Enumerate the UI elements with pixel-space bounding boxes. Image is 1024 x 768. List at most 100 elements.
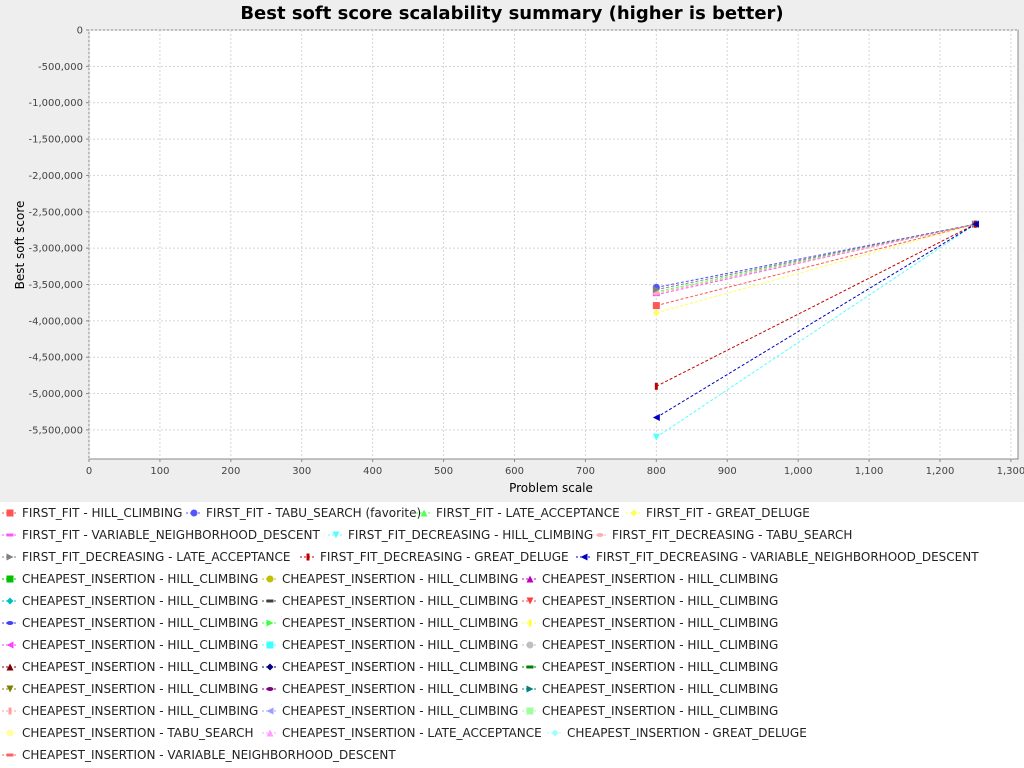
y-tick-label: -2,000,000 [28,171,83,182]
legend-swatch-marker [551,729,559,737]
legend-item: CHEAPEST_INSERTION - HILL_CLIMBING [520,634,778,656]
legend-item: CHEAPEST_INSERTION - GREAT_DELUGE [545,722,807,744]
legend-label: FIRST_FIT_DECREASING - GREAT_DELUGE [320,550,569,564]
series-lines [652,220,979,441]
legend-swatch-marker [266,729,274,737]
legend-row: FIRST_FIT - VARIABLE_NEIGHBORHOOD_DESCEN… [0,524,1024,546]
legend-swatch [262,663,278,671]
y-tick-label: -500,000 [38,62,83,73]
legend-item: CHEAPEST_INSERTION - HILL_CLIMBING [520,612,778,634]
legend-item: CHEAPEST_INSERTION - HILL_CLIMBING [520,590,778,612]
legend-row: CHEAPEST_INSERTION - HILL_CLIMBING CHEAPE… [0,634,1024,656]
x-tick-label: 600 [505,466,524,477]
legend-label: CHEAPEST_INSERTION - HILL_CLIMBING [542,572,779,586]
x-tick-label: 700 [576,466,595,477]
legend-swatch [262,599,278,603]
legend-label: FIRST_FIT_DECREASING - LATE_ACCEPTANCE [22,550,291,564]
legend-swatch-marker [526,665,534,669]
x-axis-label: Problem scale [509,481,593,495]
y-tick-label: -4,500,000 [28,353,83,364]
legend-swatch-marker [580,553,588,561]
y-tick-label: 0 [77,26,83,37]
x-tick-label: 500 [434,466,453,477]
series-line [656,223,976,438]
legend-row: CHEAPEST_INSERTION - HILL_CLIMBING CHEAPE… [0,612,1024,634]
legend-label: FIRST_FIT - TABU_SEARCH (favorite) [206,506,422,520]
legend-label: CHEAPEST_INSERTION - VARIABLE_NEIGHBORHO… [22,748,396,762]
legend-label: FIRST_FIT - LATE_ACCEPTANCE [436,506,620,520]
legend-swatch [186,509,202,517]
x-tick-label: 200 [221,466,240,477]
legend-row: CHEAPEST_INSERTION - HILL_CLIMBING CHEAPE… [0,678,1024,700]
legend-item: FIRST_FIT_DECREASING - HILL_CLIMBING [326,524,593,546]
legend-item: CHEAPEST_INSERTION - HILL_CLIMBING [520,656,778,678]
x-axis-ticks: 0 100 200 300 400 500 600 700 800 900 1,000 1,100 1,… [86,459,1024,477]
legend-swatch [522,575,538,583]
legend-label: FIRST_FIT - VARIABLE_NEIGHBORHOOD_DESCEN… [22,528,320,542]
x-tick-label: 300 [292,466,311,477]
legend-row: CHEAPEST_INSERTION - HILL_CLIMBING CHEAPE… [0,656,1024,678]
legend-swatch-marker [6,641,14,649]
legend-label: CHEAPEST_INSERTION - HILL_CLIMBING [282,594,519,608]
legend-label: CHEAPEST_INSERTION - LATE_ACCEPTANCE [282,726,542,740]
legend-item: CHEAPEST_INSERTION - HILL_CLIMBING [0,700,258,722]
legend-swatch [2,663,18,671]
legend-swatch-marker [6,729,14,737]
legend-swatch-marker [266,687,274,691]
legend-label: CHEAPEST_INSERTION - HILL_CLIMBING [22,594,259,608]
y-tick-label: -1,500,000 [28,135,83,146]
legend-swatch [2,575,18,583]
data-point [654,382,658,390]
legend-swatch-marker [420,509,428,517]
legend-label: FIRST_FIT_DECREASING - HILL_CLIMBING [348,528,594,542]
legend-item: FIRST_FIT - TABU_SEARCH (favorite) [184,502,421,524]
legend-swatch-marker [596,533,604,537]
legend-swatch-marker [8,707,12,715]
legend-swatch-marker [266,619,274,627]
legend-swatch-marker [6,597,14,605]
legend-swatch [2,533,18,537]
legend-label: FIRST_FIT_DECREASING - TABU_SEARCH [612,528,853,542]
legend-swatch-marker [6,621,14,625]
legend-item: CHEAPEST_INSERTION - HILL_CLIMBING [260,634,518,656]
legend-item: CHEAPEST_INSERTION - HILL_CLIMBING [0,590,258,612]
legend-swatch-marker [266,707,274,715]
data-point [652,286,660,294]
legend-item: CHEAPEST_INSERTION - HILL_CLIMBING [0,568,258,590]
legend-item: CHEAPEST_INSERTION - HILL_CLIMBING [520,678,778,700]
series-line [656,223,976,291]
legend-swatch-marker [526,707,534,715]
x-tick-label: 400 [363,466,382,477]
legend-row: FIRST_FIT - HILL_CLIMBING FIRST_FIT - TAB… [0,502,1024,524]
legend-swatch [522,597,538,605]
legend-item: FIRST_FIT - VARIABLE_NEIGHBORHOOD_DESCEN… [0,524,320,546]
legend-swatch [2,707,18,715]
legend-item: CHEAPEST_INSERTION - HILL_CLIMBING [260,612,518,634]
plot-area [88,29,1019,460]
legend-label: CHEAPEST_INSERTION - HILL_CLIMBING [282,704,519,718]
legend-item: CHEAPEST_INSERTION - HILL_CLIMBING [260,656,518,678]
legend-swatch-marker [266,599,274,603]
legend-row: FIRST_FIT_DECREASING - LATE_ACCEPTANCE FI… [0,546,1024,568]
legend-label: CHEAPEST_INSERTION - HILL_CLIMBING [282,682,519,696]
legend-label: CHEAPEST_INSERTION - HILL_CLIMBING [282,616,519,630]
series-line [656,223,976,314]
x-tick-label: 900 [718,466,737,477]
legend-item: CHEAPEST_INSERTION - LATE_ACCEPTANCE [260,722,542,744]
legend-swatch [2,729,18,737]
legend-swatch [522,707,538,715]
legend-label: FIRST_FIT - HILL_CLIMBING [22,506,183,520]
y-tick-label: -4,000,000 [28,316,83,327]
legend-label: CHEAPEST_INSERTION - HILL_CLIMBING [542,616,779,630]
legend-item: CHEAPEST_INSERTION - VARIABLE_NEIGHBORHO… [0,744,396,766]
y-tick-label: -3,000,000 [28,244,83,255]
legend-swatch-marker [6,753,14,757]
legend-swatch-marker [266,575,274,583]
series-line [656,223,976,294]
legend-item: FIRST_FIT - LATE_ACCEPTANCE [414,502,620,524]
legend-label: CHEAPEST_INSERTION - HILL_CLIMBING [282,660,519,674]
legend-swatch [262,641,278,649]
legend-swatch [576,553,592,561]
legend-item: CHEAPEST_INSERTION - HILL_CLIMBING [260,590,518,612]
y-axis-ticks: 0 -500,000 -1,000,000 -1,500,000 -2,000,000 -… [28,26,89,436]
